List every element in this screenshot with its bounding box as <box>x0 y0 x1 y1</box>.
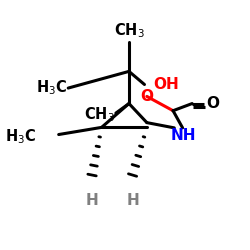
Text: H$_3$C: H$_3$C <box>36 79 67 98</box>
Text: H$_3$C: H$_3$C <box>5 128 36 146</box>
Text: CH$_3$: CH$_3$ <box>114 22 144 40</box>
Text: NH: NH <box>171 128 196 143</box>
Text: O: O <box>140 89 153 104</box>
Text: O: O <box>206 96 220 111</box>
Text: OH: OH <box>153 77 178 92</box>
Text: H: H <box>86 193 98 208</box>
Text: CH$_3$: CH$_3$ <box>84 105 115 124</box>
Text: H: H <box>126 193 139 208</box>
